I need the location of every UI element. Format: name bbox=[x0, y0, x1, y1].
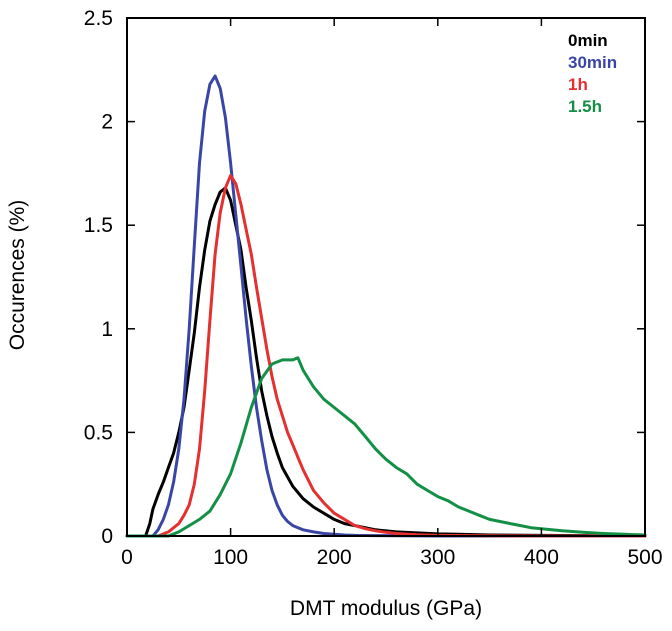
x-ticks bbox=[126, 18, 646, 536]
legend-entry: 1h bbox=[568, 75, 588, 94]
x-tick-label: 500 bbox=[627, 546, 662, 569]
series-line-30min bbox=[125, 74, 647, 538]
y-tick-label: 0 bbox=[101, 525, 113, 548]
x-tick-label: 300 bbox=[420, 546, 455, 569]
y-tick-label: 2.5 bbox=[84, 7, 113, 30]
y-tick-labels: 0 0.5 1 1.5 2 2.5 bbox=[84, 7, 113, 548]
x-axis-title: DMT modulus (GPa) bbox=[290, 597, 482, 620]
series-line-1h bbox=[125, 174, 647, 538]
legend-entry: 1.5h bbox=[568, 97, 602, 116]
y-tick-label: 1 bbox=[101, 318, 113, 341]
y-tick-label: 0.5 bbox=[84, 421, 113, 444]
legend: 0min 30min 1h 1.5h bbox=[568, 31, 617, 116]
x-tick-label: 100 bbox=[213, 546, 248, 569]
y-tick-label: 1.5 bbox=[84, 214, 113, 237]
plot-lines bbox=[125, 74, 647, 538]
x-tick-label: 400 bbox=[524, 546, 559, 569]
plot-frame bbox=[126, 17, 646, 537]
x-tick-label: 0 bbox=[121, 546, 133, 569]
series-line-0min bbox=[125, 186, 647, 538]
y-ticks bbox=[127, 17, 645, 537]
x-tick-labels: 0 100 200 300 400 500 bbox=[121, 546, 662, 569]
legend-entry: 30min bbox=[568, 53, 617, 72]
y-tick-label: 2 bbox=[101, 111, 113, 134]
series-line-1-5h bbox=[125, 356, 647, 538]
y-axis-title: Occurences (%) bbox=[6, 200, 29, 351]
x-tick-label: 200 bbox=[317, 546, 352, 569]
legend-entry: 0min bbox=[568, 31, 608, 50]
